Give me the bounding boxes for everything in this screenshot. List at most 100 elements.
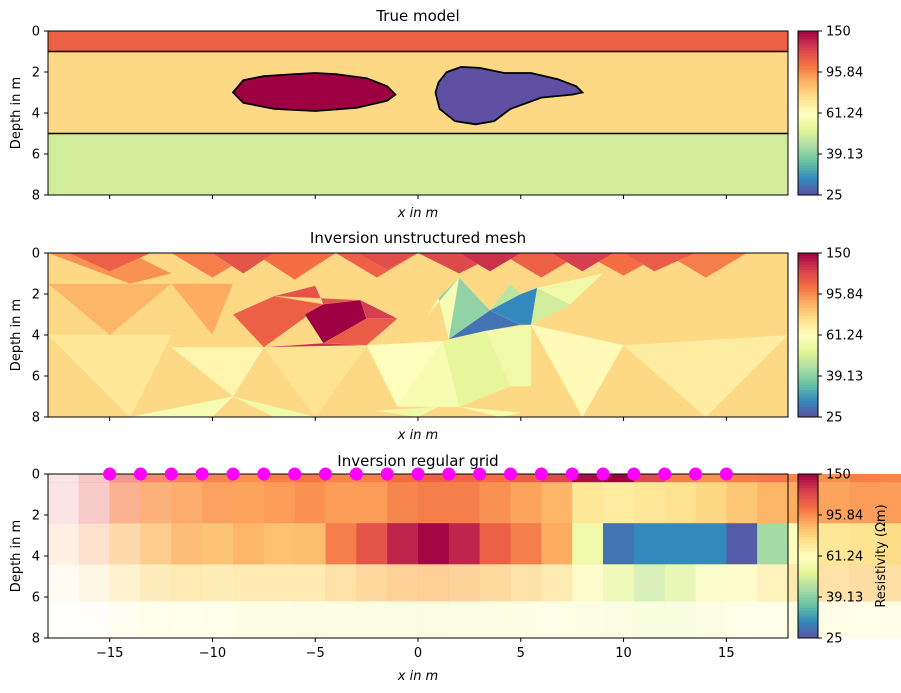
colorbar-segment (798, 321, 818, 325)
colorbar-segment (798, 345, 818, 350)
colorbar-segment (798, 258, 818, 262)
colorbar-segment (798, 490, 818, 494)
grid-cell-r2-c15 (510, 523, 542, 565)
x-tick-label: −5 (306, 646, 325, 661)
grid-cell-r3-c3 (140, 564, 172, 602)
colorbar-segment (798, 523, 818, 527)
electrode-2 (134, 467, 147, 481)
colorbar-segment (798, 558, 818, 562)
grid-cell-r1-c18 (603, 482, 635, 524)
colorbar-segment (798, 512, 818, 516)
mesh-cell-16 (170, 283, 234, 336)
grid-cell-r2-c5 (202, 523, 234, 565)
grid-cell-r4-c26 (849, 601, 881, 639)
x-tick-label: 0 (414, 646, 422, 661)
electrode-12 (442, 467, 456, 481)
grid-cell-r1-c27 (880, 482, 901, 524)
electrode-16 (565, 467, 579, 481)
colorbar-segment (798, 72, 818, 76)
grid-cell-r1-c15 (510, 482, 542, 524)
grid-cell-r2-c26 (849, 523, 881, 565)
grid-cell-r0-c1 (78, 474, 110, 483)
grid-cell-r2-c21 (695, 523, 727, 565)
colorbar-segment (798, 629, 818, 633)
colorbar-segment (798, 296, 818, 300)
title-inversion-mesh: Inversion unstructured mesh (310, 229, 526, 247)
x-tick-label: −15 (96, 646, 123, 661)
grid-cell-r2-c1 (78, 523, 110, 565)
colorbar-segment (798, 602, 818, 606)
colorbar-segment (798, 88, 818, 92)
colorbar-segment (798, 189, 818, 193)
colorbar-segment (798, 129, 818, 133)
colorbar-segment (798, 588, 818, 592)
colorbar-segment (798, 82, 818, 87)
grid-cell-r1-c5 (202, 482, 234, 524)
grid-cell-r1-c3 (140, 482, 172, 524)
colorbar-segment (798, 367, 818, 371)
grid-cell-r0-c22 (726, 474, 758, 483)
electrode-10 (380, 467, 394, 481)
grid-cell-r1-c1 (78, 482, 110, 524)
title-true-model: True model (375, 7, 459, 25)
colorbar-segment (798, 556, 818, 560)
electrode-18 (627, 467, 641, 481)
x-tick-label: 5 (517, 646, 525, 661)
colorbar-segment (798, 253, 818, 257)
colorbar-segment (798, 583, 818, 587)
colorbar-segment (798, 586, 818, 590)
grid-cell-r4-c16 (541, 601, 573, 639)
colorbar-segment (798, 156, 818, 160)
grid-cell-r4-c27 (880, 601, 901, 639)
electrode-1 (103, 467, 117, 481)
mesh-cell-31 (485, 324, 532, 387)
colorbar-segment (798, 329, 818, 333)
colorbar-segment (798, 50, 818, 54)
colorbar-tick-label: 95.84 (826, 66, 863, 81)
y-tick-label: 6 (32, 591, 40, 606)
grid-cell-r4-c23 (757, 601, 789, 639)
colorbar-segment (798, 93, 818, 97)
plot-area-inversion-mesh (47, 252, 789, 418)
grid-cell-r2-c4 (171, 523, 203, 565)
grid-cell-r4-c0 (48, 601, 80, 639)
colorbar-segment (798, 140, 818, 144)
colorbar-segment (798, 376, 818, 380)
colorbar-segment (798, 178, 818, 182)
grid-cell-r3-c18 (603, 564, 635, 602)
grid-cell-r0-c13 (448, 474, 480, 483)
colorbar-segment (798, 545, 818, 549)
grid-cell-r1-c8 (294, 482, 326, 524)
colorbar-inversion-mesh: 150 95.84 61.24 39.13 25 (797, 247, 863, 426)
colorbar-segment (798, 170, 818, 174)
colorbar-segment (798, 126, 818, 130)
colorbar-segment (798, 315, 818, 319)
grid-cell-r0-c4 (171, 474, 203, 483)
y-tick-label: 8 (32, 189, 40, 204)
colorbar-segment (798, 482, 818, 486)
colorbar-tick-label: 39.13 (826, 369, 863, 384)
y-ticks-true-model: 0 2 4 6 8 (32, 25, 48, 204)
grid-cell-r3-c10 (356, 564, 388, 602)
colorbar-segment (798, 291, 818, 295)
colorbar-segment (798, 411, 818, 415)
grid-cell-r2-c8 (294, 523, 326, 565)
colorbar-segment (798, 613, 818, 617)
colorbar-segment (798, 184, 818, 188)
grid-cell-r1-c23 (757, 482, 789, 524)
colorbar-segment (798, 159, 818, 163)
grid-cell-r0-c14 (479, 474, 511, 483)
colorbar-segment (798, 378, 818, 382)
grid-cell-r1-c0 (48, 482, 80, 524)
colorbar-segment (798, 104, 818, 108)
grid-cell-r2-c27 (880, 523, 901, 565)
grid-cell-r3-c23 (757, 564, 789, 602)
colorbar-segment (798, 61, 818, 65)
colorbar-segment (798, 553, 818, 557)
mesh-cell-35 (366, 340, 444, 408)
colorbar-segment (798, 151, 818, 155)
electrode-13 (473, 467, 487, 481)
colorbar-segment (798, 594, 818, 598)
grid-cell-r0-c3 (140, 474, 172, 483)
grid-cell-r2-c7 (263, 523, 295, 565)
